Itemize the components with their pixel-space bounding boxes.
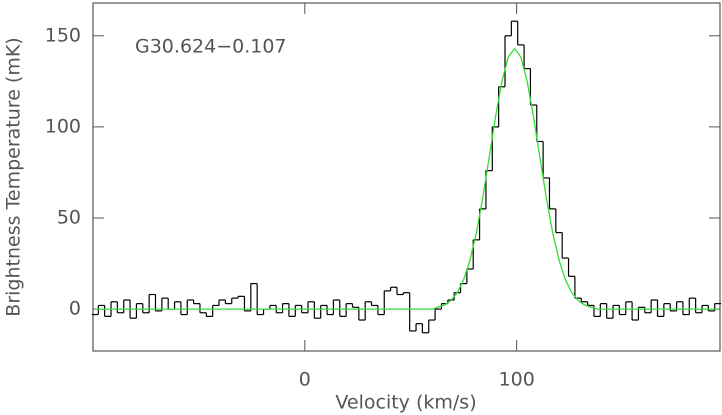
x-tick-label: 100 <box>499 369 535 391</box>
y-tick-label: 0 <box>69 298 81 320</box>
annotation: G30.624−0.107 <box>135 36 287 58</box>
y-tick-label: 50 <box>57 206 81 228</box>
y-axis-label: Brightness Temperature (mK) <box>3 37 25 316</box>
y-tick-label: 100 <box>45 115 81 137</box>
x-axis-label: Velocity (km/s) <box>335 392 476 414</box>
y-tick-label: 150 <box>45 24 81 46</box>
x-tick-label: 0 <box>299 369 311 391</box>
plot-frame <box>92 2 721 352</box>
gaussian-fit <box>95 47 718 310</box>
